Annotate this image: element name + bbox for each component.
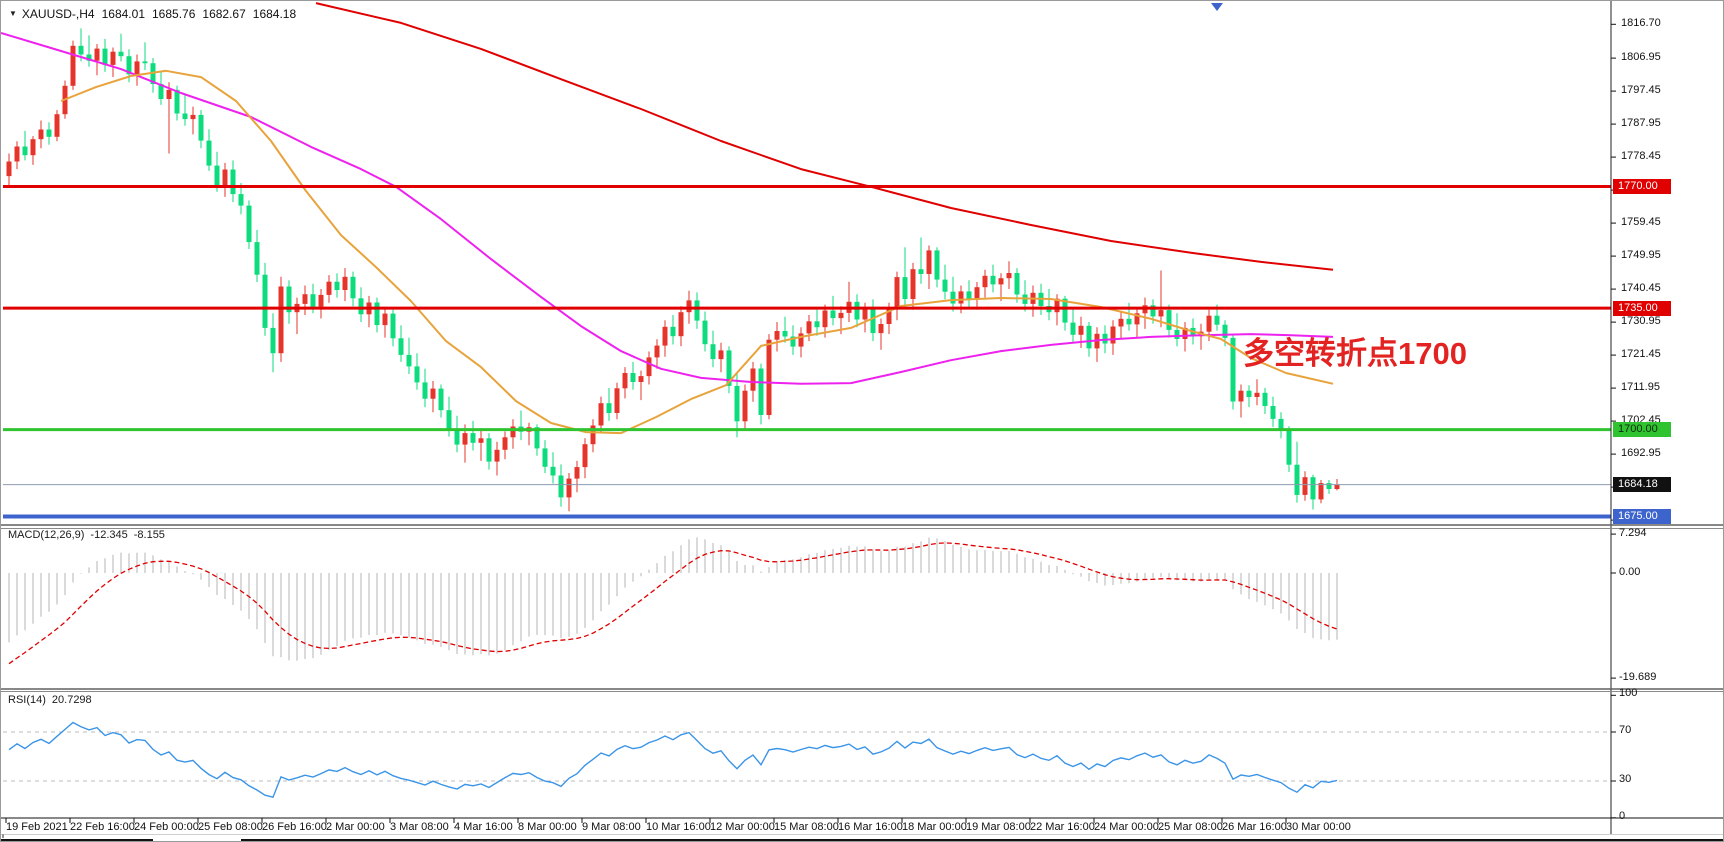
rsi-tick-label: 0 <box>1619 809 1626 822</box>
rsi-value: 20.7298 <box>51 694 92 706</box>
price-badge-1700-00: 1700.00 <box>1613 422 1671 438</box>
time-tick-label: 8 Mar 00:00 <box>518 821 577 833</box>
price-tick-label: 1759.45 <box>1621 216 1661 229</box>
price-tick-label: 1816.70 <box>1621 17 1661 30</box>
chart-annotation-text[interactable]: 多空转折点1700 <box>1243 336 1467 371</box>
time-tick-label: 16 Mar 16:00 <box>838 821 903 833</box>
price-badge-1770-00: 1770.00 <box>1613 179 1671 194</box>
price-tick-label: 1778.45 <box>1621 150 1661 163</box>
rsi-tick-label: 100 <box>1619 687 1638 700</box>
macd-tick-label: -19.689 <box>1619 671 1657 684</box>
time-tick-label: 25 Mar 08:00 <box>1158 821 1223 833</box>
price-tick-label: 1711.95 <box>1621 381 1660 394</box>
time-tick-label: 22 Mar 16:00 <box>1030 821 1095 833</box>
rsi-tick-label: 70 <box>1619 724 1632 737</box>
time-tick-label: 2 Mar 00:00 <box>326 821 385 833</box>
rsi-indicator-label: RSI(14) 20.7298 <box>8 694 98 706</box>
symbol-timeframe: XAUUSD-,H4 <box>21 7 95 21</box>
time-tick-label: 25 Feb 08:00 <box>198 821 263 833</box>
bottom-window-edge-gap <box>153 839 241 841</box>
time-tick-label: 22 Feb 16:00 <box>70 821 135 833</box>
rsi-name: RSI(14) <box>8 694 46 706</box>
macd-name: MACD(12,26,9) <box>8 529 85 541</box>
time-tick-label: 18 Mar 00:00 <box>902 821 967 833</box>
price-tick-label: 1787.95 <box>1621 117 1661 130</box>
ohlc-low: 1682.67 <box>202 7 246 21</box>
price-tick-label: 1797.45 <box>1621 84 1661 97</box>
time-tick-label: 30 Mar 00:00 <box>1286 821 1351 833</box>
macd-main-value: -12.345 <box>90 529 128 541</box>
time-tick-label: 24 Feb 00:00 <box>134 821 199 833</box>
symbol-header[interactable]: ▼ XAUUSD-,H4 1684.01 1685.76 1682.67 1684.18 <box>9 7 296 21</box>
price-tick-label: 1749.95 <box>1621 249 1661 262</box>
time-tick-label: 24 Mar 00:00 <box>1094 821 1159 833</box>
time-tick-label: 26 Mar 16:00 <box>1222 821 1287 833</box>
time-tick-label: 19 Feb 2021 <box>6 821 68 833</box>
time-tick-label: 4 Mar 16:00 <box>454 821 513 833</box>
ohlc-close: 1684.18 <box>252 7 297 21</box>
price-tick-label: 1692.95 <box>1621 447 1661 460</box>
time-tick-label: 12 Mar 00:00 <box>710 821 775 833</box>
ohlc-open: 1684.01 <box>101 7 145 21</box>
time-tick-label: 9 Mar 08:00 <box>582 821 641 833</box>
time-tick-label: 10 Mar 16:00 <box>646 821 711 833</box>
price-tick-label: 1740.45 <box>1621 282 1661 295</box>
chart-shift-marker-icon[interactable] <box>1211 3 1223 11</box>
price-badge-1735-00: 1735.00 <box>1613 300 1671 316</box>
macd-indicator-label: MACD(12,26,9) -12.345 -8.155 <box>8 529 171 541</box>
time-tick-label: 26 Feb 16:00 <box>262 821 327 833</box>
time-tick-label: 15 Mar 08:00 <box>774 821 839 833</box>
bottom-axis-tick <box>2 834 4 838</box>
price-badge-1675-00: 1675.00 <box>1613 509 1671 524</box>
macd-tick-label: 0.00 <box>1619 566 1641 578</box>
symbol-dropdown-icon[interactable]: ▼ <box>9 9 17 18</box>
price-badge-1684-18: 1684.18 <box>1613 477 1671 493</box>
ohlc-high: 1685.76 <box>152 7 196 21</box>
price-tick-label: 1806.95 <box>1621 51 1661 64</box>
bottom-window-edge <box>1 839 1723 841</box>
time-tick-label: 19 Mar 08:00 <box>966 821 1031 833</box>
rsi-tick-label: 30 <box>1619 773 1632 786</box>
macd-signal-value: -8.155 <box>133 529 165 541</box>
time-tick-label: 3 Mar 08:00 <box>390 821 449 833</box>
price-tick-label: 1721.45 <box>1621 348 1661 361</box>
price-tick-label: 1730.95 <box>1621 315 1661 328</box>
macd-tick-label: 7.294 <box>1619 527 1647 540</box>
